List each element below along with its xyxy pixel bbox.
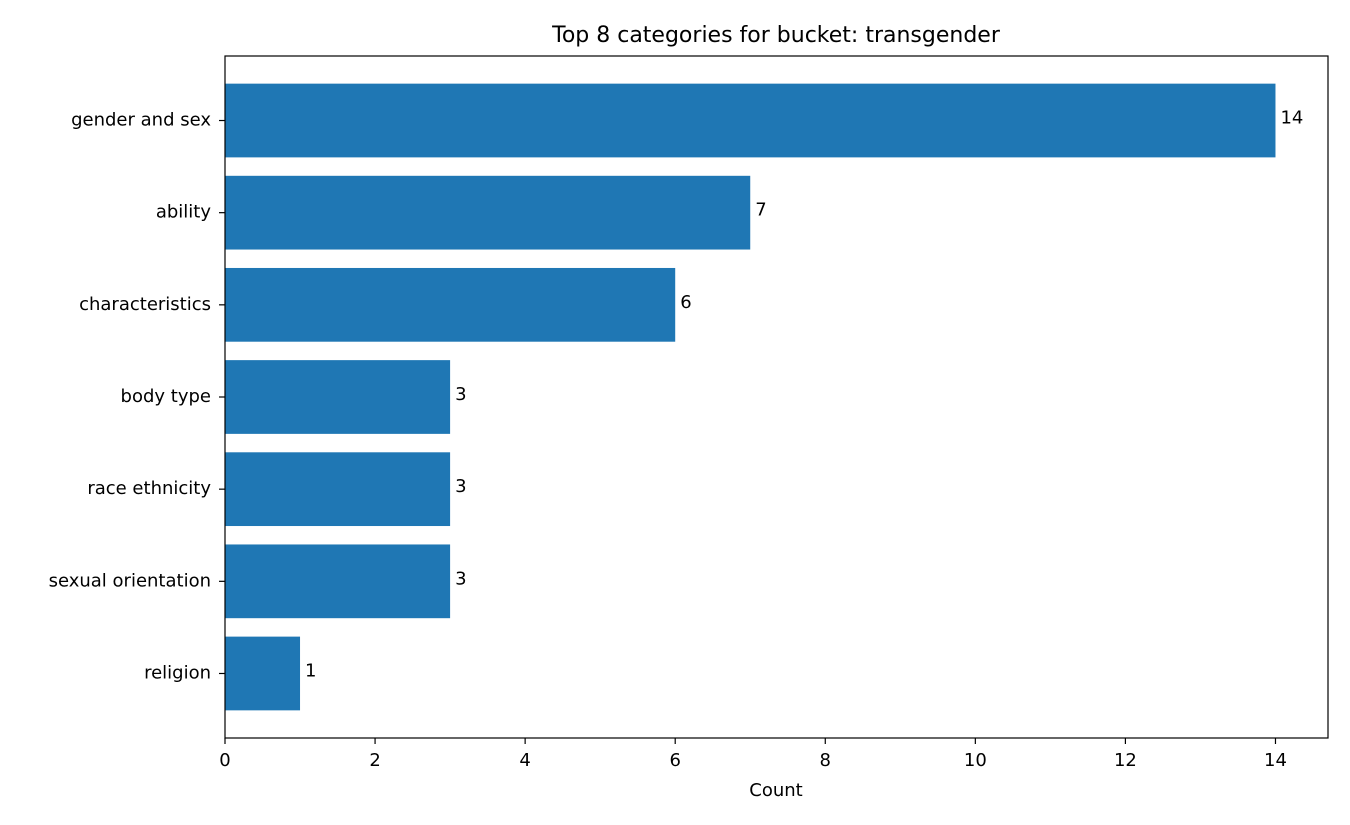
bar xyxy=(225,452,451,527)
y-tick-label: body type xyxy=(121,386,211,407)
x-tick-label: 10 xyxy=(964,750,987,771)
ticks-layer: gender and sex ability characteristics body… xyxy=(49,110,1287,771)
data-label: 1 xyxy=(305,660,316,681)
bar xyxy=(225,544,451,619)
data-label: 6 xyxy=(680,292,691,313)
data-labels-layer: 14 7 6 3 3 3 1 xyxy=(305,108,1303,682)
bar xyxy=(225,175,751,250)
data-label: 7 xyxy=(755,200,766,221)
x-axis-label: Count xyxy=(749,780,802,801)
bars-layer xyxy=(225,83,1276,711)
y-tick-label: race ethnicity xyxy=(87,478,211,499)
x-tick-label: 4 xyxy=(519,750,530,771)
x-tick-label: 6 xyxy=(669,750,680,771)
x-tick-label: 2 xyxy=(369,750,380,771)
chart-title: Top 8 categories for bucket: transgender xyxy=(551,23,1001,48)
x-tick-label: 0 xyxy=(219,750,230,771)
bar xyxy=(225,360,451,434)
bar xyxy=(225,83,1276,158)
y-tick-label: sexual orientation xyxy=(49,570,211,591)
bar xyxy=(225,267,676,342)
x-tick-label: 14 xyxy=(1264,750,1287,771)
data-label: 14 xyxy=(1280,108,1303,129)
y-tick-label: gender and sex xyxy=(71,110,211,131)
y-tick-label: characteristics xyxy=(79,294,211,315)
data-label: 3 xyxy=(455,384,466,405)
x-tick-label: 8 xyxy=(820,750,831,771)
y-tick-label: religion xyxy=(144,662,211,683)
data-label: 3 xyxy=(455,568,466,589)
x-tick-label: 12 xyxy=(1114,750,1137,771)
bar xyxy=(225,636,301,711)
data-label: 3 xyxy=(455,476,466,497)
y-tick-label: ability xyxy=(156,202,212,223)
